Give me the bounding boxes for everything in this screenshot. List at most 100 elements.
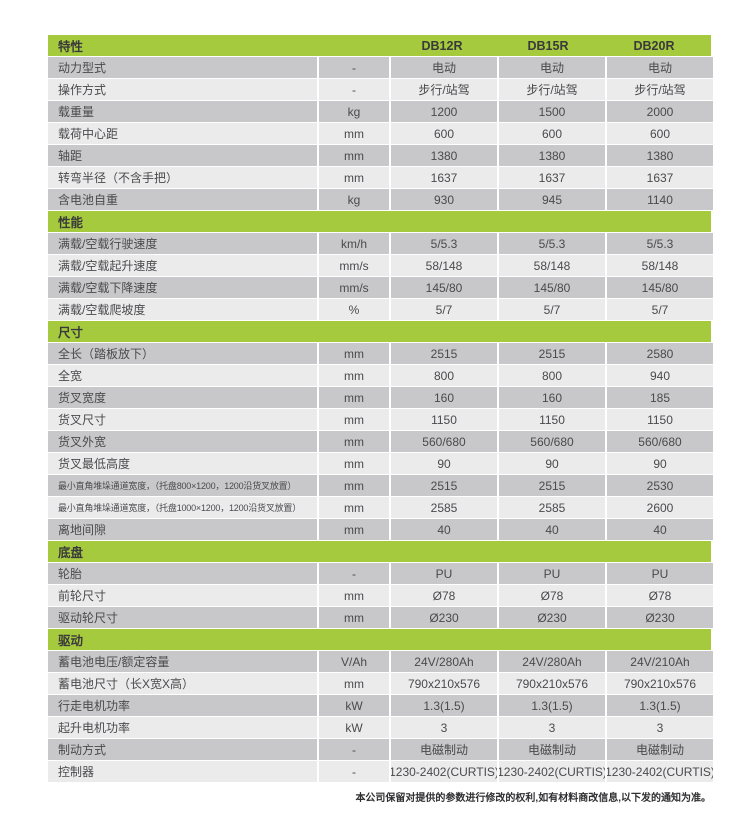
row-value-db15r: 1230-2402(CURTIS) (499, 761, 605, 782)
table-row: 起升电机功率 kW 3 3 3 (48, 717, 713, 738)
table-row: 动力型式 - 电动 电动 电动 (48, 57, 713, 78)
row-value-db12r: 2585 (391, 497, 497, 518)
row-value-db12r: 40 (391, 519, 497, 540)
row-value-db20r: 电磁制动 (607, 739, 713, 760)
row-value-db15r: 2515 (499, 475, 605, 496)
row-value-db20r: 2600 (607, 497, 713, 518)
row-value-db15r: 3 (499, 717, 605, 738)
row-value-db15r: 560/680 (499, 431, 605, 452)
row-unit: km/h (319, 233, 389, 254)
header-model-db20r: DB20R (633, 38, 675, 53)
row-value-db12r: 电磁制动 (391, 739, 497, 760)
row-value-db20r: 2530 (607, 475, 713, 496)
row-unit: mm (319, 343, 389, 364)
row-label: 制动方式 (48, 739, 317, 760)
header-model-db15r: DB15R (527, 38, 569, 53)
table-row: 满载/空载起升速度 mm/s 58/148 58/148 58/148 (48, 255, 713, 276)
row-value-db15r: 电磁制动 (499, 739, 605, 760)
row-value-db15r: 电动 (499, 57, 605, 78)
row-value-db12r: 2515 (391, 475, 497, 496)
row-value-db12r: 600 (391, 123, 497, 144)
header-unit-cell (319, 35, 389, 56)
row-unit: mm (319, 585, 389, 606)
row-label: 货叉最低高度 (48, 453, 317, 474)
row-value-db15r: 600 (499, 123, 605, 144)
row-value-db12r: 24V/280Ah (391, 651, 497, 672)
row-value-db12r: 800 (391, 365, 497, 386)
row-label: 满载/空载爬坡度 (48, 299, 317, 320)
row-value-db15r: 800 (499, 365, 605, 386)
row-value-db15r: 5/5.3 (499, 233, 605, 254)
row-value-db12r: 1380 (391, 145, 497, 166)
row-label: 最小直角堆垛通道宽度，（托盘1000×1200，1200沿货叉放置） (48, 497, 317, 518)
table-row: 满载/空载爬坡度% 5/7 5/7 5/7 (48, 299, 713, 320)
row-unit: - (319, 57, 389, 78)
table-row: 行走电机功率 kW 1.3(1.5) 1.3(1.5) 1.3(1.5) (48, 695, 713, 716)
row-label: 蓄电池电压/额定容量 (48, 651, 317, 672)
row-value-db15r: 24V/280Ah (499, 651, 605, 672)
row-label: 满载/空载起升速度 (48, 255, 317, 276)
row-unit: mm (319, 365, 389, 386)
table-row: 最小直角堆垛通道宽度，（托盘800×1200，1200沿货叉放置） mm 2515 2… (48, 475, 713, 496)
section-header-row: 底盘 (48, 541, 711, 562)
table-row: 最小直角堆垛通道宽度，（托盘1000×1200，1200沿货叉放置） mm 2585… (48, 497, 713, 518)
row-unit: mm (319, 475, 389, 496)
row-value-db20r: 3 (607, 717, 713, 738)
row-value-db12r: 790x210x576 (391, 673, 497, 694)
row-label: 驱动轮尺寸 (48, 607, 317, 628)
row-value-db12r: Ø230 (391, 607, 497, 628)
row-value-db15r: 1150 (499, 409, 605, 430)
row-value-db15r: 145/80 (499, 277, 605, 298)
table-row: 控制器 -1230-2402(CURTIS) 1230-2402(CURTIS) 12… (48, 761, 713, 782)
row-unit: mm (319, 431, 389, 452)
row-unit: mm (319, 409, 389, 430)
row-value-db12r: 560/680 (391, 431, 497, 452)
row-value-db20r: Ø230 (607, 607, 713, 628)
row-value-db12r: 160 (391, 387, 497, 408)
table-row: 货叉外宽 mm 560/680 560/680 560/680 (48, 431, 713, 452)
table-row: 载荷中心距 mm 600 600 600 (48, 123, 713, 144)
row-label: 全宽 (48, 365, 317, 386)
row-value-db20r: 40 (607, 519, 713, 540)
row-unit: kg (319, 189, 389, 210)
row-unit: - (319, 563, 389, 584)
row-value-db20r: Ø78 (607, 585, 713, 606)
table-row: 满载/空载行驶速度 km/h 5/5.3 5/5.3 5/5.3 (48, 233, 713, 254)
row-unit: mm/s (319, 255, 389, 276)
row-label: 蓄电池尺寸（长X宽X高） (48, 673, 317, 694)
table-row: 操作方式 - 步行/站驾 步行/站驾 步行/站驾 (48, 79, 713, 100)
row-label: 载重量 (48, 101, 317, 122)
row-value-db20r: 1637 (607, 167, 713, 188)
row-value-db20r: 1380 (607, 145, 713, 166)
row-label: 满载/空载行驶速度 (48, 233, 317, 254)
row-value-db15r: Ø78 (499, 585, 605, 606)
row-unit: mm (319, 123, 389, 144)
row-label: 含电池自重 (48, 189, 317, 210)
table-row: 货叉宽度 mm 160 160 185 (48, 387, 713, 408)
row-value-db12r: 5/7 (391, 299, 497, 320)
row-value-db20r: 790x210x576 (607, 673, 713, 694)
row-value-db12r: 1200 (391, 101, 497, 122)
row-value-db20r: 5/7 (607, 299, 713, 320)
spec-table: 特性 DB12R DB15R DB20R 动力型式 - 电动 电动 电动 操作方式 - 步行/… (48, 35, 713, 783)
row-unit: mm (319, 673, 389, 694)
row-unit: % (319, 299, 389, 320)
row-value-db20r: 1150 (607, 409, 713, 430)
row-unit: V/Ah (319, 651, 389, 672)
row-value-db20r: 1140 (607, 189, 713, 210)
row-value-db12r: 1.3(1.5) (391, 695, 497, 716)
row-value-db12r: 145/80 (391, 277, 497, 298)
table-row: 驱动轮尺寸 mm Ø230 Ø230 Ø230 (48, 607, 713, 628)
row-value-db12r: 930 (391, 189, 497, 210)
row-value-db15r: 2585 (499, 497, 605, 518)
row-value-db20r: 2000 (607, 101, 713, 122)
table-row: 转弯半径（不含手把） mm 1637 1637 1637 (48, 167, 713, 188)
row-value-db20r: 58/148 (607, 255, 713, 276)
section-header-row: 性能 (48, 211, 711, 232)
row-label: 货叉外宽 (48, 431, 317, 452)
table-row: 轮胎 - PU PU PU (48, 563, 713, 584)
row-value-db20r: 24V/210Ah (607, 651, 713, 672)
row-value-db12r: 2515 (391, 343, 497, 364)
row-value-db15r: 步行/站驾 (499, 79, 605, 100)
row-unit: - (319, 739, 389, 760)
